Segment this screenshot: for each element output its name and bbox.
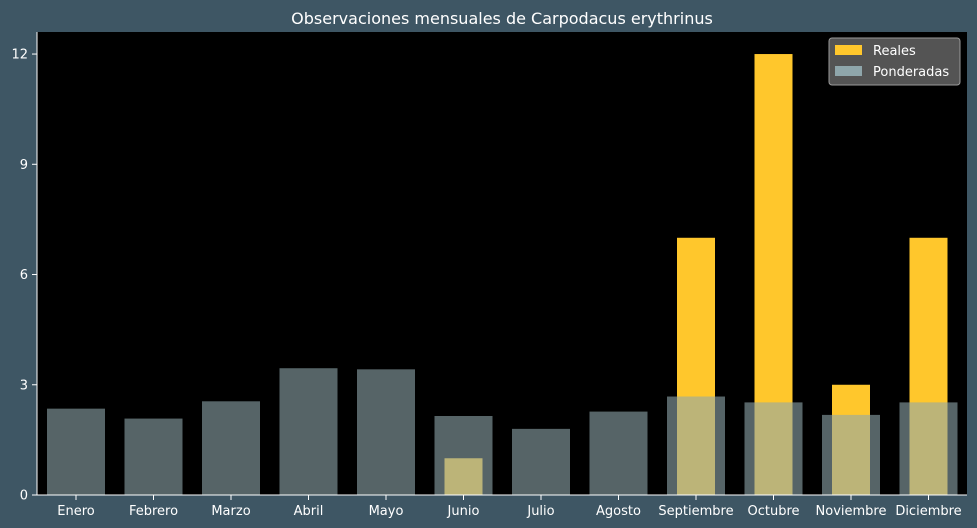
bar-ponderadas (899, 402, 958, 495)
legend-label-reales: Reales (873, 44, 916, 59)
y-tick-label: 0 (20, 489, 28, 504)
bar-ponderadas (589, 411, 648, 495)
bar-ponderadas (47, 408, 105, 495)
x-tick-label: Noviembre (816, 504, 887, 519)
legend-swatch-ponderadas (835, 66, 862, 76)
bar-ponderadas (822, 414, 880, 495)
y-tick-label: 3 (20, 378, 28, 393)
x-tick-label: Marzo (211, 504, 250, 519)
x-tick-label: Octubre (747, 504, 799, 519)
x-tick-label: Abril (294, 504, 324, 519)
x-tick-label: Mayo (369, 504, 404, 519)
bar-ponderadas (124, 418, 183, 495)
bar-ponderadas (357, 369, 415, 495)
y-tick-label: 6 (20, 268, 28, 283)
legend-label-ponderadas: Ponderadas (873, 65, 949, 80)
y-tick-label: 9 (20, 158, 28, 173)
x-tick-label: Julio (526, 504, 554, 519)
bar-ponderadas (744, 402, 803, 495)
y-tick-label: 12 (11, 48, 28, 63)
x-tick-label: Septiembre (658, 504, 733, 519)
x-axis: Enero Febrero Marzo Abril Mayo Junio Julio Agos… (37, 494, 967, 519)
bar-ponderadas (512, 428, 570, 495)
legend-swatch-reales (835, 45, 862, 55)
legend: Reales Ponderadas (828, 37, 961, 86)
x-tick-label: Agosto (596, 504, 641, 519)
chart-title: Observaciones mensuales de Carpodacus er… (291, 9, 713, 28)
x-tick-label: Junio (447, 504, 480, 519)
plot-area (37, 32, 967, 495)
ponderadas-series (47, 368, 958, 495)
y-axis: 0 3 6 9 12 (11, 32, 38, 504)
bar-ponderadas (279, 368, 338, 495)
bar-ponderadas (434, 415, 493, 495)
x-tick-label: Diciembre (895, 504, 961, 519)
bar-ponderadas (202, 401, 260, 495)
x-tick-label: Enero (57, 504, 95, 519)
bar-ponderadas (667, 396, 725, 495)
x-tick-label: Febrero (129, 504, 178, 519)
